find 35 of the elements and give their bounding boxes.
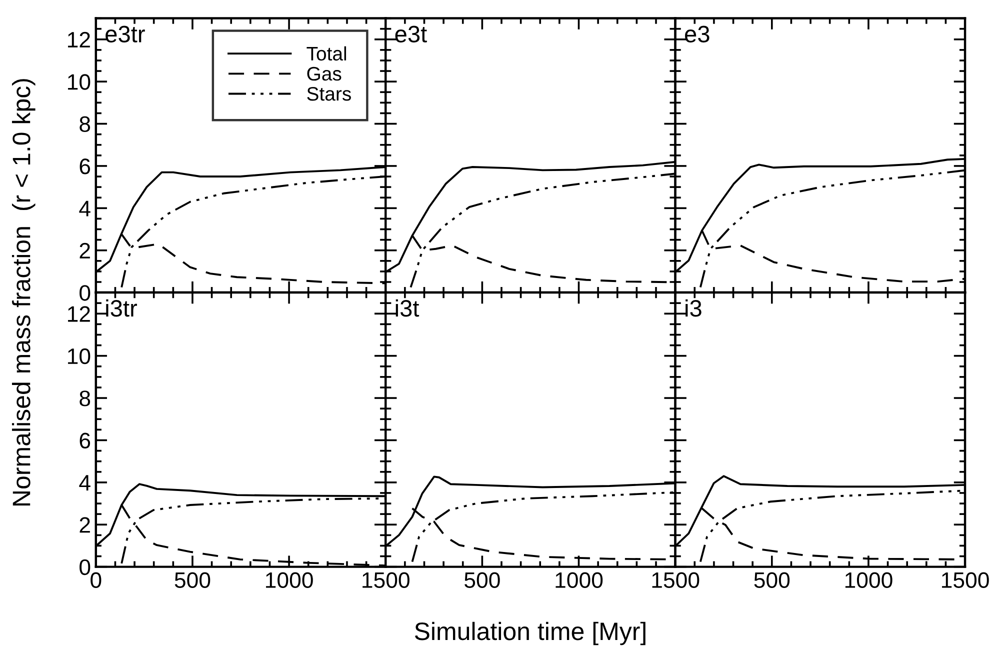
y-tick-label: 12 bbox=[68, 306, 90, 322]
chart-title: e3tr bbox=[106, 26, 145, 42]
chart-title: i3t bbox=[396, 299, 420, 317]
x-tick-label: 1500 bbox=[362, 572, 410, 588]
x-axis-title: Simulation time [Myr] bbox=[414, 622, 646, 646]
x-tick-label: 0 bbox=[90, 572, 102, 588]
y-tick-label: 12 bbox=[68, 32, 90, 48]
x-tick-label: 1000 bbox=[266, 572, 313, 588]
y-tick-label: 8 bbox=[80, 390, 90, 406]
y-tick-label: 2 bbox=[80, 517, 90, 533]
x-tick-label: 1000 bbox=[556, 572, 603, 588]
legend-label: Gas bbox=[307, 66, 342, 81]
y-axis-title: Normalised mass fraction (r < 1.0 kpc) bbox=[12, 79, 36, 506]
x-tick-label: 1500 bbox=[652, 572, 700, 588]
y-tick-label: 2 bbox=[80, 242, 90, 258]
x-tick-label: 500 bbox=[174, 572, 210, 588]
chart-title: i3 bbox=[686, 299, 702, 317]
chart-title: e3 bbox=[685, 26, 710, 42]
y-tick-label: 10 bbox=[68, 74, 90, 90]
y-tick-label: 10 bbox=[68, 348, 90, 364]
x-tick-label: 500 bbox=[464, 572, 500, 588]
legend-label: Total bbox=[306, 46, 346, 61]
y-tick-label: 0 bbox=[80, 285, 90, 301]
legend-label: Stars bbox=[307, 86, 351, 101]
y-tick-label: 6 bbox=[80, 158, 90, 174]
chart-title: e3t bbox=[395, 26, 427, 42]
y-tick-label: 8 bbox=[80, 116, 90, 132]
x-tick-label: 1500 bbox=[942, 572, 989, 588]
x-tick-label: 1000 bbox=[845, 572, 892, 588]
x-tick-label: 500 bbox=[754, 572, 790, 588]
chart-title: i3tr bbox=[106, 299, 138, 317]
y-tick-label: 4 bbox=[79, 475, 90, 490]
y-tick-label: 6 bbox=[80, 432, 90, 448]
y-tick-label: 4 bbox=[79, 200, 90, 216]
y-tick-label: 0 bbox=[80, 559, 90, 576]
